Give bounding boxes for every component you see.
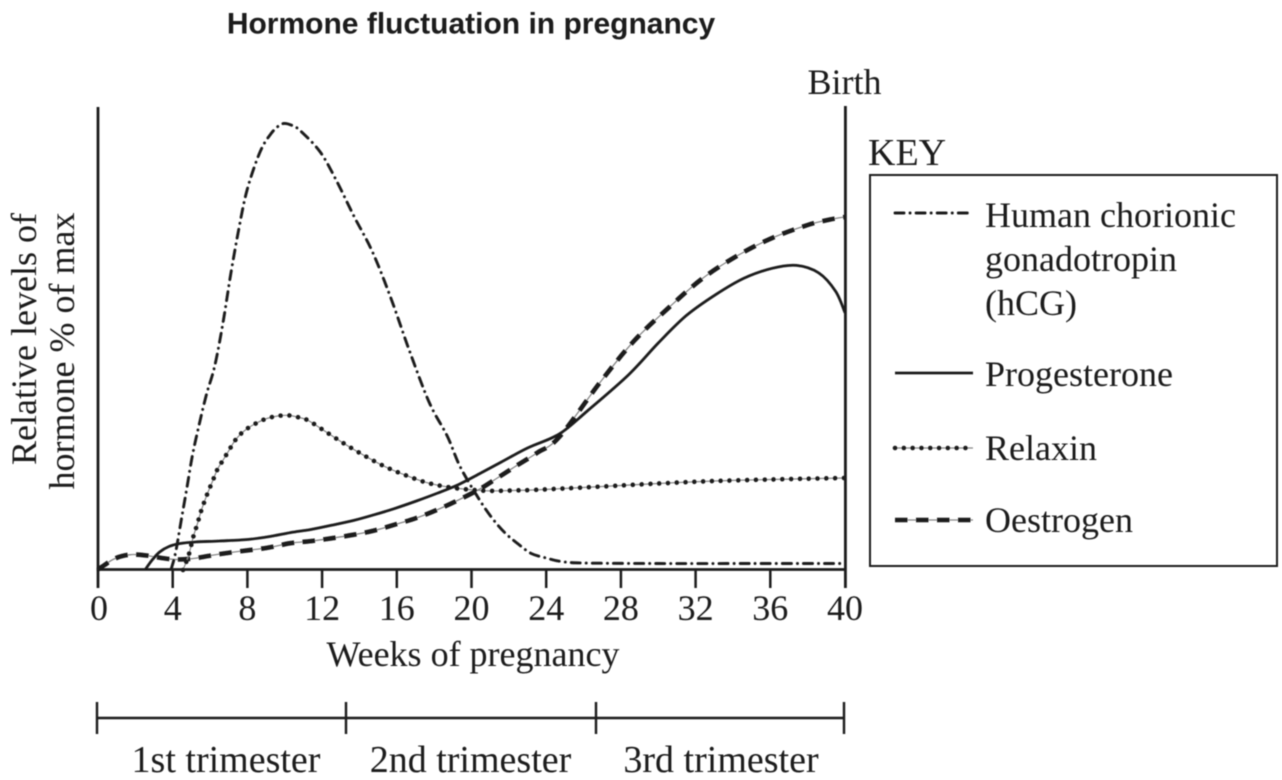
svg-text:40: 40 — [827, 588, 863, 628]
svg-text:24: 24 — [528, 588, 564, 628]
svg-text:12: 12 — [304, 588, 340, 628]
svg-text:Relative levels of: Relative levels of — [4, 213, 44, 465]
svg-text:28: 28 — [603, 588, 639, 628]
svg-text:Human chorionic: Human chorionic — [985, 195, 1236, 235]
svg-text:36: 36 — [752, 588, 788, 628]
svg-text:32: 32 — [678, 588, 714, 628]
svg-text:8: 8 — [238, 588, 256, 628]
svg-text:Birth: Birth — [807, 62, 881, 102]
svg-text:1st trimester: 1st trimester — [132, 739, 321, 780]
svg-text:2nd trimester: 2nd trimester — [370, 739, 572, 780]
svg-text:KEY: KEY — [868, 132, 946, 174]
svg-text:4: 4 — [164, 588, 182, 628]
svg-text:Oestrogen: Oestrogen — [985, 500, 1133, 540]
svg-text:Progesterone: Progesterone — [985, 354, 1173, 394]
svg-text:Weeks of pregnancy: Weeks of pregnancy — [327, 634, 620, 674]
svg-text:20: 20 — [454, 588, 490, 628]
svg-text:3rd trimester: 3rd trimester — [623, 739, 819, 780]
svg-text:16: 16 — [379, 588, 415, 628]
svg-text:0: 0 — [90, 588, 108, 628]
svg-text:Relaxin: Relaxin — [985, 428, 1097, 468]
svg-text:Hormone fluctuation in pregnan: Hormone fluctuation in pregnancy — [227, 8, 716, 41]
svg-text:(hCG): (hCG) — [985, 283, 1077, 323]
svg-text:hormone % of max: hormone % of max — [42, 213, 82, 490]
svg-text:gonadotropin: gonadotropin — [985, 239, 1177, 279]
